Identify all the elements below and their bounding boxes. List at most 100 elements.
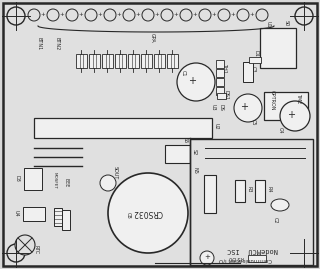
Circle shape [7, 7, 25, 25]
Bar [23, 207, 45, 221]
Text: CB: CB [125, 212, 131, 218]
Text: C1: C1 [180, 70, 186, 76]
Text: +: + [60, 12, 64, 16]
Text: MOSFET: MOSFET [53, 172, 57, 189]
Bar [24, 168, 42, 190]
Circle shape [104, 9, 116, 21]
Bar [141, 54, 152, 68]
Bar [34, 118, 212, 138]
Circle shape [177, 63, 215, 101]
Bar [54, 208, 62, 226]
Text: OPTRON: OPTRON [269, 90, 275, 110]
Bar [62, 210, 70, 230]
Circle shape [200, 251, 214, 265]
Circle shape [108, 173, 188, 253]
Circle shape [237, 9, 249, 21]
Bar [76, 54, 87, 68]
Text: BTN1: BTN1 [36, 37, 42, 51]
Bar [128, 54, 139, 68]
Text: S5: S5 [182, 137, 188, 143]
Bar [102, 54, 113, 68]
Text: RTC: RTC [34, 245, 38, 254]
Text: +: + [240, 102, 248, 112]
Text: EEE: EEE [63, 178, 68, 188]
Text: S2: S2 [191, 149, 196, 155]
Text: DS1: DS1 [223, 90, 228, 100]
Bar [235, 180, 245, 202]
Text: +: + [41, 12, 45, 16]
Bar [165, 145, 190, 163]
Circle shape [85, 9, 97, 21]
Text: CRS032: CRS032 [133, 208, 163, 218]
Bar [216, 87, 224, 95]
Circle shape [295, 244, 313, 262]
Text: +: + [212, 12, 216, 16]
Text: U3: U3 [211, 104, 215, 110]
Text: Communication I/O: Communication I/O [219, 257, 272, 263]
Bar [216, 69, 224, 77]
Circle shape [28, 9, 40, 21]
Text: C3: C3 [251, 66, 255, 72]
Text: SOUT: SOUT [113, 166, 117, 180]
Text: +: + [79, 12, 84, 16]
Bar [260, 28, 296, 68]
Text: C4: C4 [277, 127, 283, 133]
Text: C5: C5 [251, 119, 255, 125]
Text: U4: U4 [13, 210, 19, 216]
Bar [154, 54, 165, 68]
Bar [89, 54, 100, 68]
Circle shape [161, 9, 173, 21]
Text: TH1: TH1 [222, 63, 228, 73]
Bar [217, 93, 226, 99]
Bar [255, 180, 265, 202]
Text: BTN2: BTN2 [54, 37, 60, 51]
Circle shape [66, 9, 78, 21]
Text: RS D0: RS D0 [229, 254, 244, 260]
Text: GPA: GPA [149, 33, 155, 43]
Text: +: + [204, 254, 210, 260]
Bar [264, 92, 308, 120]
Text: D1: D1 [253, 49, 259, 56]
Text: +: + [174, 12, 178, 16]
Text: +: + [136, 12, 140, 16]
Text: +: + [98, 12, 102, 16]
Text: D3: D3 [14, 175, 20, 181]
Circle shape [256, 9, 268, 21]
Circle shape [234, 94, 262, 122]
Bar [190, 139, 313, 265]
Circle shape [15, 235, 35, 255]
Text: TME: TME [297, 93, 301, 103]
Bar [204, 175, 216, 213]
Circle shape [199, 9, 211, 21]
Text: R4: R4 [267, 186, 271, 192]
Circle shape [180, 9, 192, 21]
Circle shape [100, 175, 116, 191]
Text: +: + [188, 76, 196, 86]
Text: NodeMCU  ISC: NodeMCU ISC [227, 247, 277, 253]
Text: C2: C2 [273, 217, 277, 223]
Bar [216, 78, 224, 86]
Text: N5: N5 [193, 167, 197, 174]
Text: +: + [250, 12, 254, 16]
Text: +: + [287, 110, 295, 120]
Circle shape [123, 9, 135, 21]
Text: U1: U1 [266, 21, 270, 27]
Bar [249, 57, 261, 63]
Circle shape [47, 9, 59, 21]
Circle shape [142, 9, 154, 21]
Text: +: + [116, 12, 121, 16]
Bar [248, 255, 266, 262]
Circle shape [280, 101, 310, 131]
Bar [115, 54, 126, 68]
Bar [167, 54, 178, 68]
Text: +: + [155, 12, 159, 16]
Ellipse shape [271, 199, 289, 211]
Circle shape [7, 244, 25, 262]
Bar [216, 60, 224, 68]
Text: +: + [231, 12, 236, 16]
Circle shape [218, 9, 230, 21]
Text: U2: U2 [213, 123, 219, 129]
Text: R3: R3 [246, 186, 252, 192]
Text: +: + [193, 12, 197, 16]
Circle shape [295, 7, 313, 25]
